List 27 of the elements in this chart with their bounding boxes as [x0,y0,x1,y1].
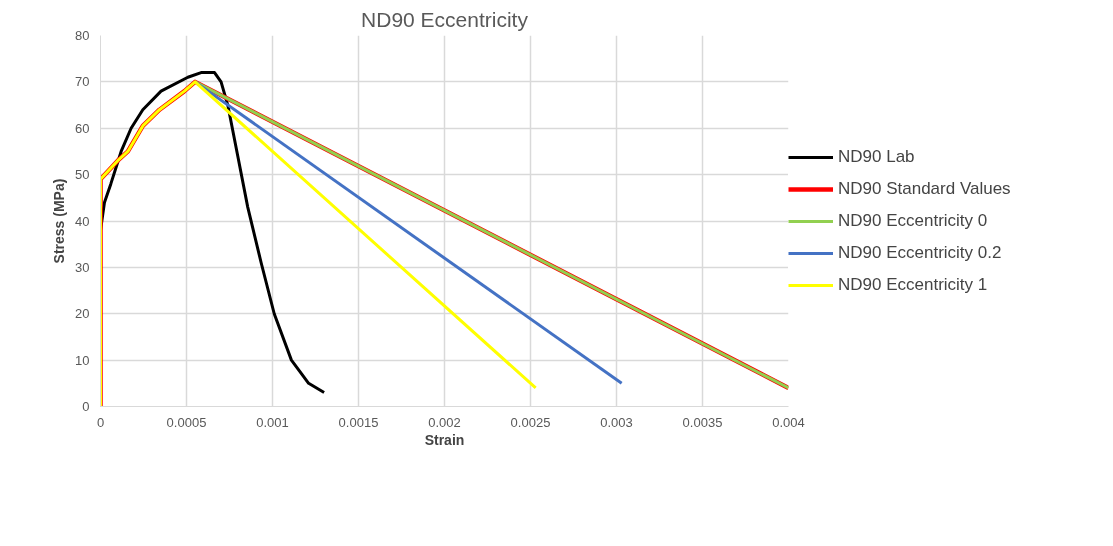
y-axis-title: Stress (MPa) [51,178,68,264]
y-tick-label: 20 [75,306,90,322]
legend-label: ND90 Standard Values [838,178,1012,199]
y-tick-label: 50 [75,167,90,183]
legend-label: ND90 Eccentricity 1 [838,274,989,295]
legend-label: ND90 Eccentricity 0 [838,210,989,231]
y-tick-label: 10 [75,352,90,368]
y-tick-label: 70 [75,74,90,90]
y-tick-label: 0 [82,399,90,414]
legend-label: ND90 Eccentricity 0.2 [838,242,1003,263]
x-axis-title: Strain [424,431,465,448]
x-tick-label: 0.0015 [338,414,379,430]
x-tick-label: 0 [96,414,105,430]
chart-title: ND90 Eccentricity [361,7,529,31]
x-tick-label: 0.0005 [166,414,207,430]
x-tick-label: 0.001 [256,414,289,430]
y-tick-label: 80 [75,28,90,43]
y-tick-label: 40 [75,213,90,229]
x-tick-label: 0.003 [600,414,633,430]
y-tick-label: 60 [75,120,90,136]
x-tick-label: 0.002 [428,414,461,430]
x-tick-label: 0.004 [772,414,805,430]
x-tick-label: 0.0025 [510,414,551,430]
x-tick-label: 0.0035 [682,414,723,430]
y-tick-label: 30 [75,259,90,275]
legend-label: ND90 Lab [838,146,916,167]
line-series [100,80,538,407]
